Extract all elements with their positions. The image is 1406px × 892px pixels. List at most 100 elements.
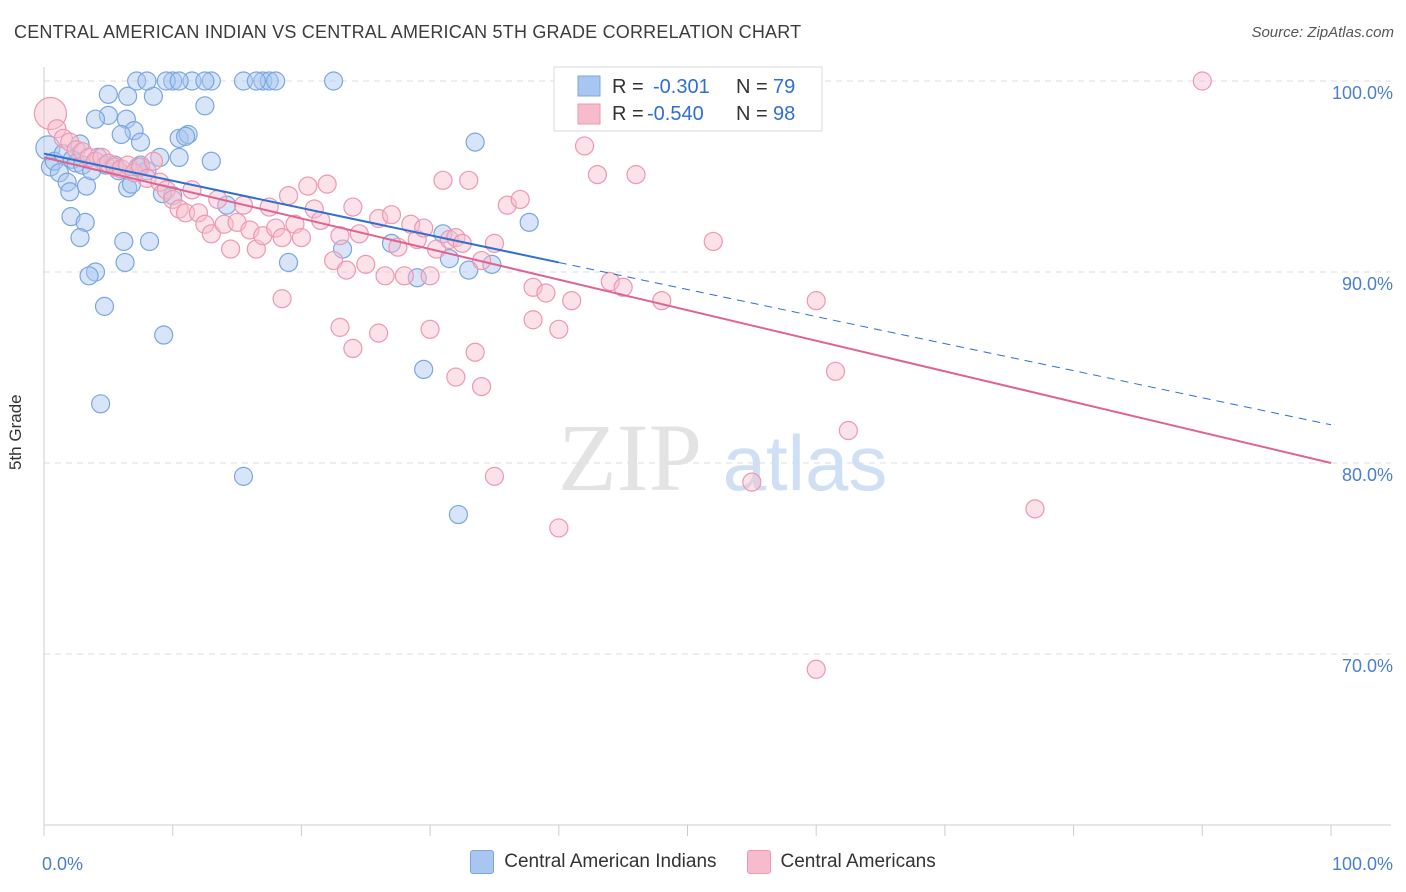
data-point bbox=[343, 338, 363, 358]
data-point bbox=[806, 291, 826, 311]
data-point bbox=[201, 151, 221, 171]
legend-r-label-pink: R = bbox=[612, 103, 644, 125]
data-point bbox=[272, 228, 292, 248]
data-point bbox=[420, 266, 440, 286]
legend-r-value-blue: -0.301 bbox=[653, 76, 710, 98]
legend-swatch-pink bbox=[577, 103, 601, 125]
data-point bbox=[154, 325, 174, 345]
data-point bbox=[246, 71, 266, 91]
data-point bbox=[330, 317, 350, 337]
data-point bbox=[76, 176, 97, 196]
data-point bbox=[163, 189, 183, 210]
tick-labels: 70.0% 80.0% 90.0% 100.0% 0.0% 100.0% bbox=[42, 83, 1393, 874]
data-point bbox=[562, 291, 582, 311]
data-point bbox=[94, 296, 115, 316]
trend-line-blue-extension bbox=[558, 261, 1332, 426]
data-point bbox=[356, 254, 376, 274]
data-point bbox=[91, 394, 111, 414]
data-point bbox=[116, 109, 136, 129]
data-point bbox=[61, 207, 81, 227]
data-point bbox=[201, 71, 221, 91]
data-point bbox=[79, 266, 99, 286]
data-point bbox=[465, 342, 485, 362]
data-point bbox=[838, 420, 858, 441]
data-point bbox=[266, 71, 286, 91]
data-point bbox=[510, 189, 530, 210]
legend-item-central-americans[interactable]: Central Americans bbox=[746, 850, 936, 874]
data-point bbox=[433, 170, 453, 190]
data-point bbox=[291, 228, 311, 248]
data-point bbox=[115, 252, 135, 273]
data-point bbox=[519, 212, 539, 232]
legend-n-label-pink: N = bbox=[736, 103, 768, 125]
data-point bbox=[163, 71, 183, 91]
data-point bbox=[1192, 71, 1212, 91]
data-point bbox=[613, 277, 633, 297]
data-point bbox=[536, 283, 556, 303]
data-point bbox=[459, 260, 479, 280]
legend-item-central-american-indians[interactable]: Central American Indians bbox=[470, 850, 717, 874]
data-point bbox=[549, 518, 569, 538]
data-point bbox=[130, 132, 151, 152]
x-tick-label-max: 100.0% bbox=[1332, 854, 1393, 874]
axes bbox=[43, 67, 1391, 836]
watermark: ZIP atlas bbox=[558, 404, 887, 511]
data-point bbox=[574, 136, 595, 156]
data-point bbox=[139, 231, 160, 252]
data-point bbox=[169, 147, 189, 167]
x-tick-label-min: 0.0% bbox=[42, 854, 83, 874]
data-point bbox=[233, 466, 254, 486]
watermark-zip: ZIP bbox=[558, 404, 702, 511]
data-point bbox=[266, 218, 286, 238]
y-tick-label: 90.0% bbox=[1342, 274, 1393, 294]
data-point bbox=[98, 105, 118, 125]
data-point bbox=[323, 250, 344, 271]
data-point bbox=[484, 466, 505, 486]
data-point bbox=[369, 323, 389, 343]
data-point bbox=[414, 359, 434, 380]
data-point bbox=[114, 231, 134, 252]
data-point bbox=[806, 659, 826, 679]
data-point bbox=[446, 367, 466, 387]
legend-n-value-blue: 79 bbox=[773, 76, 795, 98]
data-point bbox=[471, 377, 492, 397]
data-point bbox=[459, 170, 479, 190]
trend-line-blue bbox=[43, 152, 560, 264]
bottom-legend: Central American Indians Central America… bbox=[0, 850, 1406, 874]
data-point bbox=[118, 86, 138, 106]
data-point bbox=[75, 212, 95, 232]
grid-lines bbox=[44, 80, 1391, 655]
legend-swatch-central-american-indians bbox=[470, 850, 495, 874]
data-point bbox=[825, 361, 846, 381]
legend-r-label-blue: R = bbox=[612, 76, 644, 98]
data-point bbox=[272, 289, 292, 309]
data-point bbox=[523, 310, 543, 330]
y-tick-label: 70.0% bbox=[1342, 656, 1393, 676]
data-point bbox=[652, 291, 672, 311]
data-point bbox=[278, 186, 299, 206]
legend-r-value-pink: -0.540 bbox=[647, 103, 704, 125]
data-point bbox=[703, 231, 723, 252]
data-point bbox=[175, 126, 196, 146]
legend-label-central-american-indians: Central American Indians bbox=[504, 851, 717, 872]
legend-swatch-central-americans bbox=[746, 850, 771, 874]
trend-line-pink bbox=[43, 156, 1332, 464]
data-point bbox=[127, 71, 147, 91]
data-point bbox=[143, 151, 163, 171]
watermark-atlas: atlas bbox=[723, 419, 888, 507]
data-point bbox=[336, 260, 357, 280]
data-point bbox=[394, 266, 414, 286]
data-point bbox=[124, 121, 144, 141]
data-point bbox=[626, 164, 646, 185]
data-point bbox=[465, 132, 485, 152]
data-point bbox=[742, 472, 762, 492]
data-point bbox=[448, 504, 469, 525]
legend-n-value-pink: 98 bbox=[773, 103, 795, 125]
chart-title: CENTRAL AMERICAN INDIAN VS CENTRAL AMERI… bbox=[14, 22, 802, 42]
data-point bbox=[60, 132, 80, 152]
data-point bbox=[343, 197, 363, 217]
data-point bbox=[85, 109, 106, 129]
data-point bbox=[323, 71, 344, 91]
data-point bbox=[70, 228, 90, 248]
